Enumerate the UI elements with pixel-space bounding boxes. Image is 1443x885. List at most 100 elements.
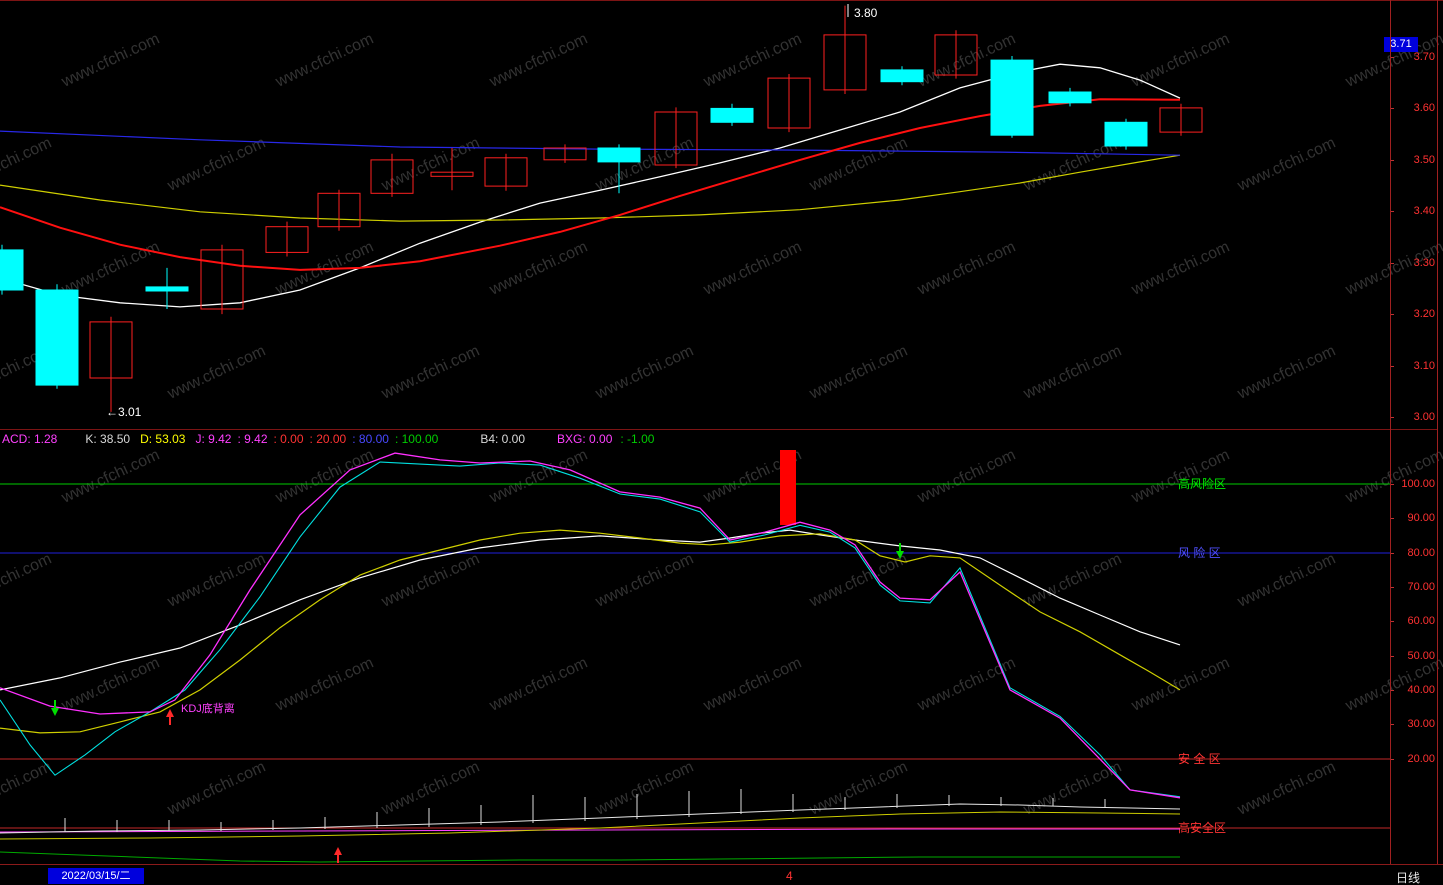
panel-divider [0, 429, 1437, 430]
candlestick [484, 153, 528, 191]
axis-label: 20.00 [1407, 753, 1435, 765]
axis-label: 70.00 [1407, 581, 1435, 593]
indicator-value: : 80.00 [352, 432, 389, 446]
indicator-value: K: 38.50 [85, 432, 131, 446]
indicator-value: : 9.42 [237, 432, 268, 446]
kdj-signal-label: KDJ底背离 [181, 701, 235, 715]
candlestick [430, 148, 474, 191]
candlestick [767, 74, 811, 133]
zone-label: 高风险区 [1178, 476, 1226, 491]
axis-tick [1390, 690, 1394, 691]
candlestick [934, 30, 978, 79]
axis-tick [1390, 211, 1394, 212]
kdj-magenta [0, 452, 1181, 799]
axis-tick [1390, 484, 1394, 485]
axis-label: 3.10 [1413, 360, 1435, 372]
axis-tick [1390, 621, 1394, 622]
axis-label: 100.00 [1401, 478, 1435, 490]
axis-tick [1390, 656, 1394, 657]
indicator-value: D: 53.03 [140, 432, 186, 446]
axis-label: 60.00 [1407, 615, 1435, 627]
axis-label: 3.70 [1413, 51, 1435, 63]
axis-tick [1390, 160, 1394, 161]
indicator-value: BXG: 0.00 [557, 432, 613, 446]
overlay-magenta [0, 828, 1180, 833]
axis-tick [1390, 263, 1394, 264]
indicator-value: J: 9.42 [195, 432, 232, 446]
down-arrow-icon [896, 543, 904, 559]
axis-tick [1390, 417, 1394, 418]
axis-label: 3.30 [1413, 257, 1435, 269]
axis-label: 40.00 [1407, 684, 1435, 696]
candlestick [1104, 118, 1148, 150]
ma-yellow [0, 154, 1181, 222]
axis-tick [1390, 518, 1394, 519]
signal-bar [780, 450, 796, 525]
indicator-value: : 20.00 [309, 432, 347, 446]
kdj-yellow [0, 529, 1181, 734]
overlay-yellow [0, 811, 1181, 840]
candlestick [89, 316, 133, 412]
up-arrow-icon [334, 847, 342, 863]
axis-label: 3.20 [1413, 308, 1435, 320]
right-border [1437, 0, 1438, 885]
candlestick [710, 103, 754, 126]
indicator-value: : -1.00 [620, 432, 655, 446]
candlestick [200, 244, 244, 315]
overlay-green [0, 851, 1180, 863]
candlestick [823, 5, 867, 94]
period-label[interactable]: 日线 [1396, 871, 1421, 885]
axis-label: 3.00 [1413, 411, 1435, 423]
axis-tick [1390, 553, 1394, 554]
zone-label: 安 全 区 [1178, 751, 1221, 766]
candlestick [543, 144, 587, 163]
candlestick [1048, 87, 1092, 107]
top-border [0, 0, 1443, 1]
status-bar: 2022/03/15/二 4 日线 [0, 864, 1443, 885]
axis-tick [1390, 57, 1394, 58]
axis-label: 3.50 [1413, 154, 1435, 166]
candlestick [145, 267, 189, 309]
candlestick [880, 66, 924, 86]
axis-tick [1390, 724, 1394, 725]
candlestick [654, 107, 698, 169]
axis-tick [1390, 759, 1394, 760]
candlestick [597, 144, 641, 194]
axis-label: 30.00 [1407, 718, 1435, 730]
indicator-value: ACD: 1.28 [2, 432, 58, 446]
high-price-annotation: 3.80 [854, 6, 878, 20]
indicator-values-row: ACD: 1.28 K: 38.50 D: 53.03 J: 9.42 : 9.42 : … [2, 432, 654, 448]
axis-label: 90.00 [1407, 512, 1435, 524]
date-display[interactable]: 2022/03/15/二 [48, 868, 144, 884]
axis-label: 3.60 [1413, 102, 1435, 114]
ma-white [0, 63, 1181, 308]
candlestick [265, 221, 309, 257]
axis-tick [1390, 108, 1394, 109]
indicator-value: : 100.00 [394, 432, 439, 446]
indicator-value: B4: 0.00 [480, 432, 526, 446]
axis-label: 3.40 [1413, 205, 1435, 217]
overlay-white [0, 803, 1181, 834]
axis-tick [1390, 587, 1394, 588]
current-price-tag: 3.71 [1384, 37, 1418, 52]
kdj-cyan [0, 461, 1181, 798]
candlestick [35, 284, 79, 389]
zone-label: 高安全区 [1178, 820, 1226, 835]
down-arrow-icon [51, 700, 59, 716]
candlestick [0, 244, 24, 295]
candlestick [990, 56, 1034, 138]
month-marker: 4 [786, 869, 793, 883]
axis-divider [1390, 0, 1391, 885]
indicator-value: : 0.00 [273, 432, 304, 446]
zone-label: 风 险 区 [1178, 545, 1221, 560]
price-chart-panel[interactable]: 3.80 ←3.01 [0, 0, 1390, 429]
candlestick [1159, 103, 1203, 136]
low-price-annotation: ←3.01 [106, 405, 142, 419]
candlestick [317, 189, 361, 231]
axis-label: 50.00 [1407, 650, 1435, 662]
ma-red [0, 98, 1181, 271]
kdj-white [0, 529, 1181, 691]
axis-label: 80.00 [1407, 547, 1435, 559]
